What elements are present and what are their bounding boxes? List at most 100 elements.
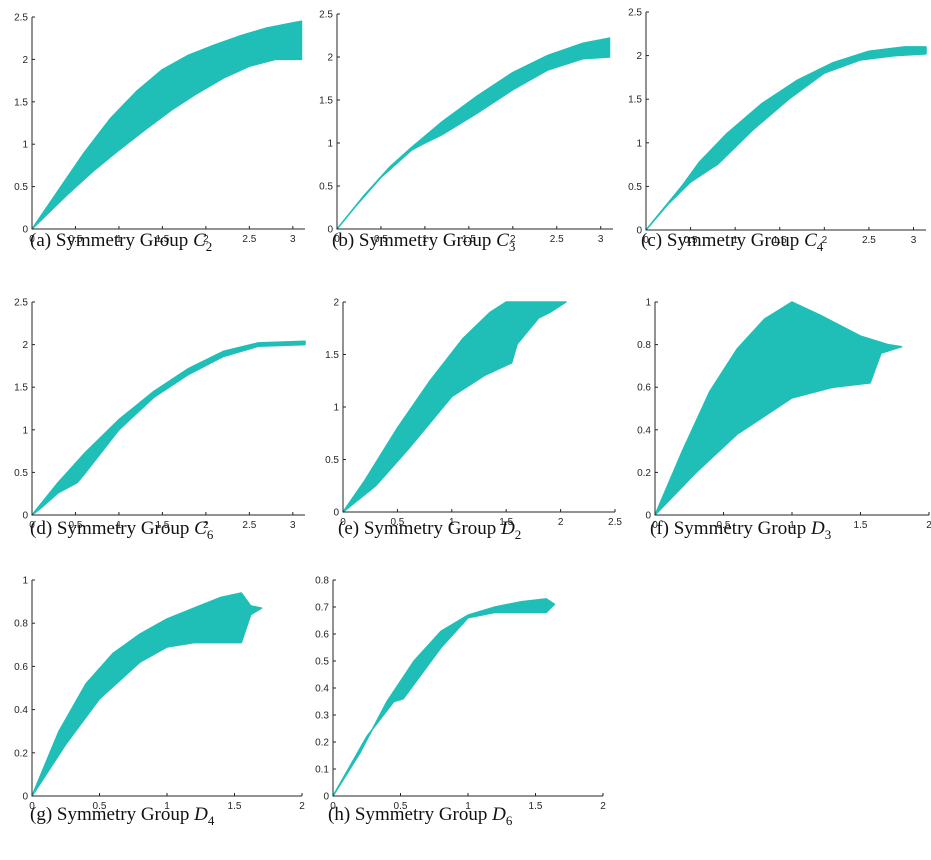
y-tick-label: 0: [645, 511, 651, 522]
panel-caption: (b) Symmetry Group C3: [332, 230, 515, 255]
scatter-region: [332, 598, 556, 797]
y-tick-label: 0.3: [315, 711, 329, 722]
y-tick-label: 1.5: [628, 95, 642, 106]
y-tick-label: 0.2: [637, 468, 651, 479]
caption-text: (a) Symmetry Group: [30, 230, 194, 251]
y-tick-label: 0: [327, 225, 333, 236]
y-tick-label: 0: [333, 508, 339, 519]
x-tick-label: 0: [334, 234, 340, 245]
panel-caption: (f) Symmetry Group D3: [650, 518, 831, 543]
x-tick-label: 0.5: [684, 235, 698, 246]
caption-text: (f) Symmetry Group: [650, 518, 811, 539]
x-tick-label: 1: [465, 801, 471, 812]
scatter-region: [654, 301, 903, 516]
x-tick-label: 1: [116, 234, 122, 245]
x-tick-label: 1.5: [773, 235, 787, 246]
y-tick-label: 1.5: [14, 97, 28, 108]
y-tick-label: 2.5: [628, 8, 642, 19]
y-tick-label: 0.5: [325, 455, 339, 466]
caption-text: (g) Symmetry Group: [30, 804, 195, 825]
x-tick-label: 1.5: [155, 520, 169, 531]
x-tick-label: 0.5: [374, 234, 388, 245]
y-tick-label: 1.5: [325, 350, 339, 361]
x-tick-label: 1.5: [529, 801, 543, 812]
x-tick-label: 1: [732, 235, 738, 246]
caption-group-symbol: C: [804, 230, 817, 251]
x-tick-label: 0: [340, 517, 346, 528]
caption-group-subscript: 2: [514, 526, 522, 542]
scatter-region: [31, 340, 306, 516]
x-tick-label: 0: [330, 801, 336, 812]
caption-text: (b) Symmetry Group: [332, 230, 497, 251]
y-tick-label: 0: [323, 792, 329, 803]
y-tick-label: 0.5: [628, 182, 642, 193]
y-tick-label: 0: [22, 792, 28, 803]
x-tick-label: 2: [822, 235, 828, 246]
y-tick-label: 2: [22, 340, 28, 351]
scatter-region: [342, 301, 567, 513]
y-tick-label: 1: [333, 403, 339, 414]
x-tick-label: 0.5: [394, 801, 408, 812]
y-tick-label: 2.5: [319, 10, 333, 21]
y-tick-label: 2.5: [14, 298, 28, 309]
caption-group-subscript: 4: [207, 812, 215, 828]
panel-caption: (h) Symmetry Group D6: [328, 804, 512, 829]
caption-group-subscript: 3: [508, 238, 516, 254]
x-tick-label: 0.5: [93, 801, 107, 812]
y-tick-label: 0.8: [14, 619, 28, 630]
panel-caption: (a) Symmetry Group C2: [30, 230, 212, 255]
caption-group-subscript: 6: [206, 526, 214, 542]
panel-caption: (g) Symmetry Group D4: [30, 804, 214, 829]
x-tick-label: 1.5: [462, 234, 476, 245]
x-tick-label: 3: [290, 520, 296, 531]
x-tick-label: 1.5: [228, 801, 242, 812]
scatter-region: [31, 592, 263, 797]
x-tick-label: 0: [29, 520, 35, 531]
y-tick-label: 0.1: [315, 765, 329, 776]
y-tick-label: 2: [333, 298, 339, 309]
y-tick-label: 1: [636, 138, 642, 149]
scatter-region: [31, 20, 303, 230]
x-tick-label: 0: [29, 801, 35, 812]
y-tick-label: 1: [22, 425, 28, 436]
y-tick-label: 0.4: [14, 705, 28, 716]
y-tick-label: 2: [22, 55, 28, 66]
caption-text: (d) Symmetry Group: [30, 518, 195, 539]
x-tick-label: 1: [789, 520, 795, 531]
y-tick-label: 0.4: [637, 425, 651, 436]
x-tick-label: 1.5: [854, 520, 868, 531]
panel-caption: (d) Symmetry Group C6: [30, 518, 213, 543]
y-tick-label: 0.2: [14, 748, 28, 759]
caption-group-symbol: D: [194, 804, 208, 825]
caption-group-subscript: 2: [205, 238, 213, 254]
x-tick-label: 0.5: [69, 520, 83, 531]
y-tick-label: 0: [636, 226, 642, 237]
caption-group-subscript: 3: [824, 526, 832, 542]
y-tick-label: 0.6: [14, 662, 28, 673]
x-tick-label: 3: [598, 234, 604, 245]
y-tick-label: 0.2: [315, 738, 329, 749]
x-tick-label: 3: [911, 235, 917, 246]
y-tick-label: 0: [22, 511, 28, 522]
x-tick-label: 3: [290, 234, 296, 245]
caption-group-symbol: C: [496, 230, 509, 251]
x-tick-label: 0: [643, 235, 649, 246]
caption-group-symbol: C: [193, 230, 206, 251]
caption-group-symbol: C: [194, 518, 207, 539]
y-tick-label: 0.7: [315, 603, 329, 614]
x-tick-label: 1: [164, 801, 170, 812]
caption-group-symbol: D: [492, 804, 506, 825]
y-tick-label: 1: [22, 140, 28, 151]
y-tick-label: 0: [22, 225, 28, 236]
y-tick-label: 0.8: [637, 340, 651, 351]
y-tick-label: 1: [22, 576, 28, 587]
x-tick-label: 2.5: [550, 234, 564, 245]
y-tick-label: 2.5: [14, 13, 28, 24]
